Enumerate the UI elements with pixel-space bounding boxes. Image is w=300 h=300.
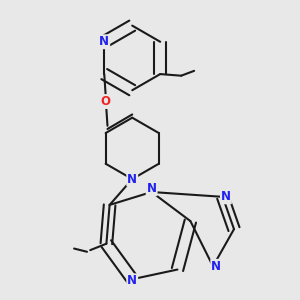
Text: N: N: [99, 35, 109, 48]
Text: O: O: [101, 95, 111, 108]
Text: N: N: [147, 182, 157, 195]
Text: N: N: [127, 274, 137, 287]
Text: N: N: [211, 260, 221, 273]
Text: N: N: [127, 172, 137, 186]
Text: N: N: [221, 190, 231, 203]
